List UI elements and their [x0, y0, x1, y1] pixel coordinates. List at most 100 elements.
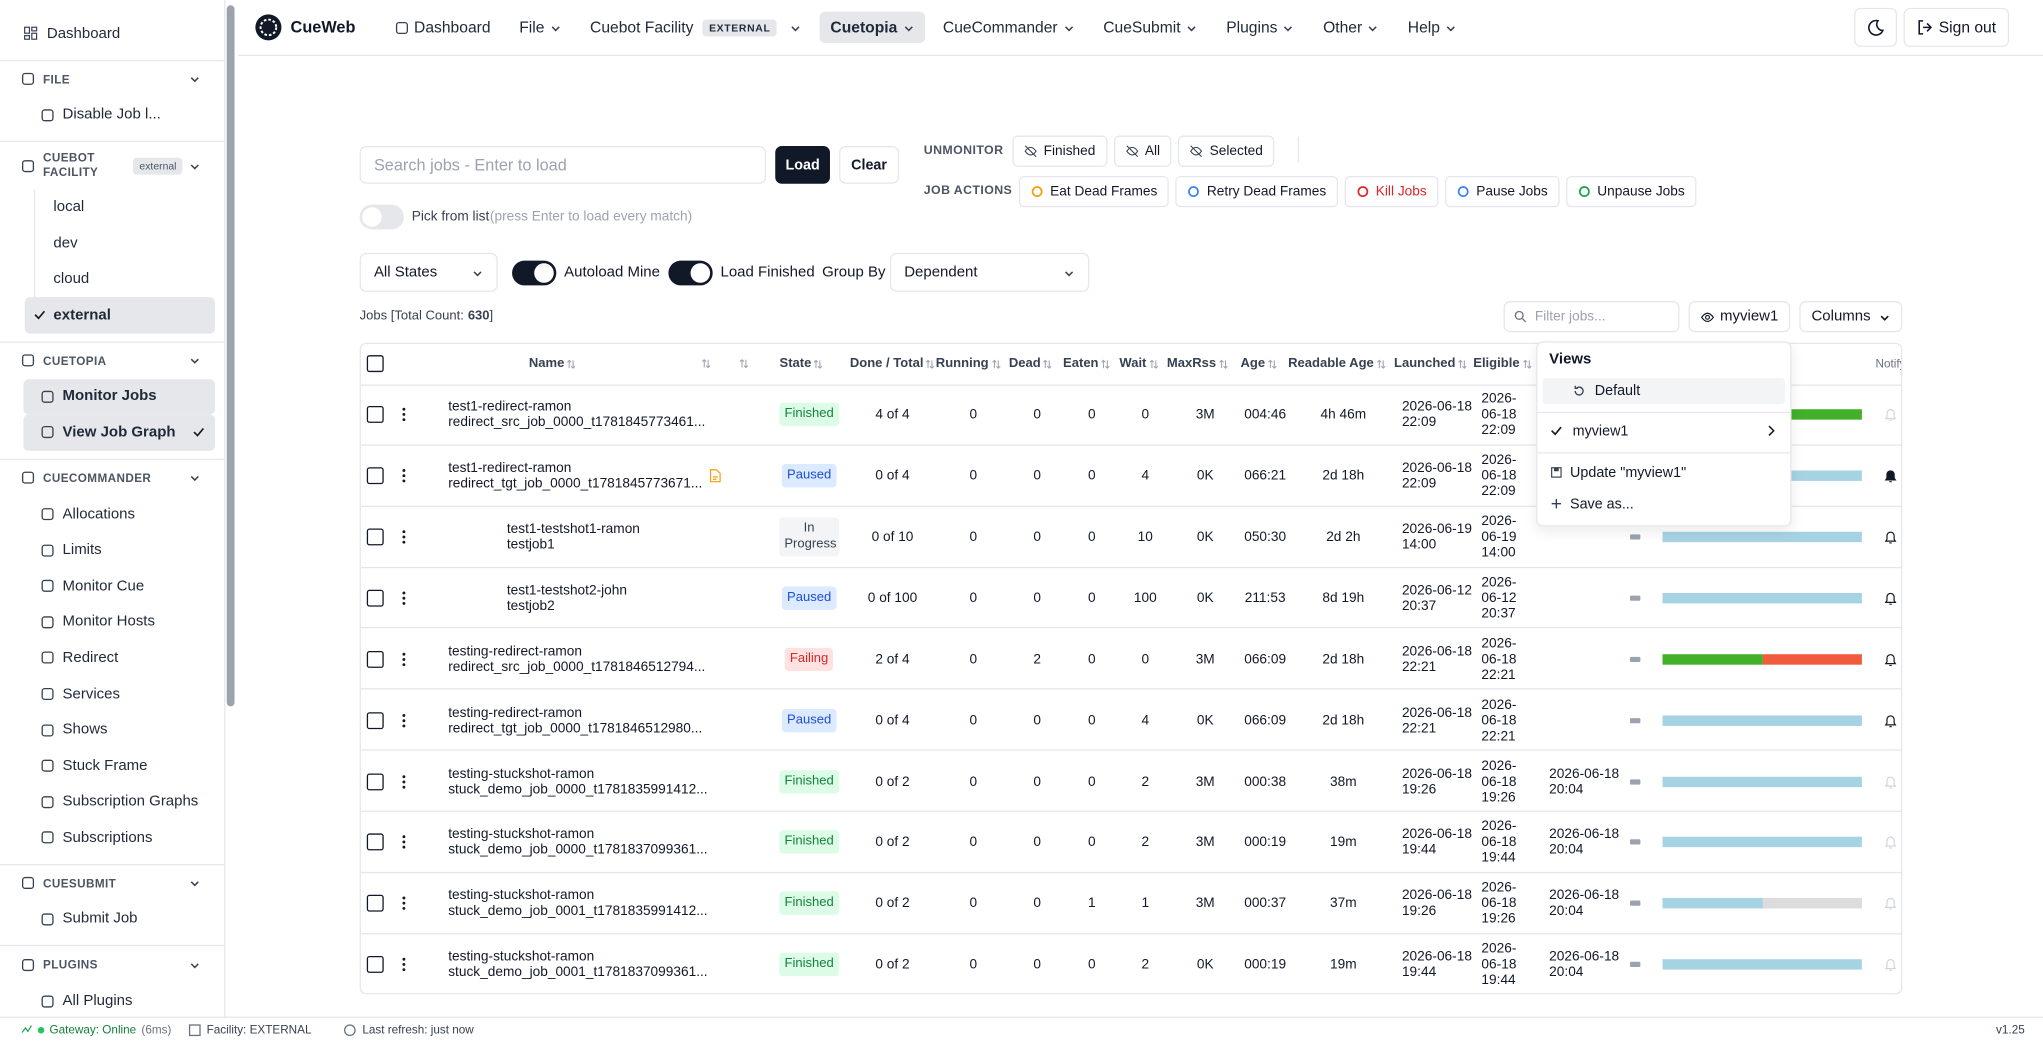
column-header[interactable]: MaxRss	[1167, 356, 1228, 371]
notify-bell[interactable]	[1883, 835, 1897, 849]
state-select[interactable]: All States	[359, 252, 498, 292]
notify-bell[interactable]	[1883, 591, 1897, 605]
nav-item[interactable]: CueCommander	[932, 12, 1085, 43]
filter-input[interactable]: Filter jobs...	[1503, 301, 1680, 333]
sidebar-item[interactable]: Monitor Jobs	[23, 378, 215, 415]
checkbox[interactable]	[366, 711, 384, 729]
job-action-button[interactable]: Retry Dead Frames	[1175, 175, 1338, 208]
job-name[interactable]: testing-redirect-ramon redirect_tgt_job_0…	[448, 705, 702, 736]
menu-item-current[interactable]: myview1	[1572, 423, 1629, 440]
column-header[interactable]: Notify	[1876, 357, 1901, 370]
pick-toggle[interactable]	[359, 204, 404, 230]
row-menu[interactable]	[402, 408, 406, 422]
column-header[interactable]: Eaten	[1063, 356, 1110, 371]
sidebar-section-header[interactable]: CUEBOT FACILITY external	[0, 140, 225, 189]
nav-item[interactable]: Dashboard	[384, 12, 501, 43]
sidebar-item[interactable]: Subscription Graphs	[23, 784, 215, 820]
checkbox[interactable]	[366, 772, 384, 790]
column-header[interactable]: Name	[529, 356, 576, 371]
unmonitor-button[interactable]: Finished	[1012, 135, 1108, 167]
sidebar-item[interactable]: cloud	[25, 261, 215, 297]
sidebar-item[interactable]: View Job Graph	[23, 414, 215, 451]
sidebar-section-header[interactable]: CUESUBMIT	[0, 863, 225, 902]
sidebar-item[interactable]: Services	[23, 676, 215, 712]
notify-bell[interactable]	[1883, 957, 1897, 972]
menu-item-default[interactable]: Default	[1542, 377, 1786, 405]
columns-button[interactable]: Columns	[1799, 301, 1903, 333]
row-menu[interactable]	[402, 652, 406, 666]
checkbox[interactable]	[366, 406, 384, 424]
sidebar-item[interactable]: Submit Job	[23, 901, 215, 937]
nav-item[interactable]: Other	[1313, 12, 1390, 43]
row-menu[interactable]	[402, 469, 406, 483]
notify-bell[interactable]	[1883, 713, 1897, 727]
sidebar-item[interactable]: Subscriptions	[23, 820, 215, 856]
menu-item-update[interactable]: Update "myview1"	[1570, 465, 1687, 481]
notify-bell[interactable]	[1883, 408, 1897, 422]
notify-bell[interactable]	[1883, 469, 1897, 483]
search-input[interactable]: Search jobs - Enter to load	[359, 145, 767, 184]
notify-bell[interactable]	[1883, 774, 1897, 788]
load-button[interactable]: Load	[775, 145, 830, 184]
sign-out-button[interactable]: Sign out	[1903, 7, 2010, 47]
menu-item-save-as[interactable]: Save as...	[1570, 496, 1634, 513]
column-header[interactable]: Wait	[1119, 356, 1158, 371]
sidebar-section-header[interactable]: CUETOPIA	[0, 340, 225, 379]
job-name[interactable]: testing-stuckshot-ramon stuck_demo_job_00…	[448, 766, 707, 797]
sidebar-item[interactable]: external	[24, 297, 215, 334]
row-menu[interactable]	[402, 835, 406, 850]
sidebar-item[interactable]: dev	[25, 225, 215, 261]
sidebar-item[interactable]: Stuck Frame	[23, 748, 215, 784]
unmonitor-button[interactable]: Selected	[1178, 135, 1275, 167]
checkbox[interactable]	[366, 467, 384, 485]
job-name[interactable]: test1-testshot1-ramon testjob1	[507, 521, 640, 552]
row-menu[interactable]	[402, 957, 406, 972]
sidebar-section-header[interactable]: FILE	[0, 59, 225, 97]
brand[interactable]: CueWeb	[290, 18, 356, 37]
checkbox[interactable]	[366, 956, 384, 973]
row-menu[interactable]	[402, 713, 406, 727]
sidebar-section-header[interactable]: PLUGINS	[0, 945, 225, 983]
checkbox[interactable]	[366, 894, 384, 912]
column-header[interactable]: Readable Age	[1288, 356, 1386, 371]
job-name[interactable]: test1-testshot2-john testjob2	[507, 583, 627, 614]
sidebar-item[interactable]: Redirect	[23, 640, 215, 676]
nav-item[interactable]: Help	[1397, 12, 1467, 43]
notify-bell[interactable]	[1883, 652, 1897, 666]
checkbox[interactable]	[366, 833, 384, 851]
checkbox[interactable]	[366, 355, 384, 373]
job-action-button[interactable]: Eat Dead Frames	[1018, 175, 1170, 208]
column-header[interactable]: Dead	[1009, 356, 1053, 371]
column-header[interactable]: Launched	[1394, 356, 1467, 371]
view-button[interactable]: myview1	[1688, 301, 1791, 333]
row-menu[interactable]	[402, 774, 406, 788]
notify-bell[interactable]	[1883, 530, 1897, 544]
sidebar-item[interactable]: All Plugins	[23, 983, 215, 1017]
job-name[interactable]: testing-stuckshot-ramon stuck_demo_job_00…	[448, 888, 707, 919]
column-header[interactable]: Done / Total	[850, 356, 935, 371]
column-header[interactable]: Eligible	[1473, 356, 1532, 371]
clear-button[interactable]: Clear	[839, 145, 900, 184]
nav-item[interactable]: CueSubmit	[1093, 12, 1208, 43]
job-action-button[interactable]: Pause Jobs	[1444, 175, 1560, 208]
sidebar-item[interactable]: Allocations	[23, 496, 215, 532]
column-header[interactable]: Age	[1240, 356, 1277, 371]
job-name[interactable]: test1-redirect-ramon redirect_tgt_job_000…	[448, 460, 702, 491]
sidebar-item[interactable]: Disable Job l...	[23, 97, 215, 133]
row-menu[interactable]	[402, 530, 406, 544]
nav-item[interactable]: Cuebot Facility EXTERNAL	[580, 12, 813, 43]
job-action-button[interactable]: Unpause Jobs	[1565, 175, 1697, 208]
nav-item[interactable]: Plugins	[1216, 12, 1305, 43]
sidebar-item[interactable]: Limits	[23, 532, 215, 568]
row-menu[interactable]	[402, 896, 406, 911]
sidebar-item[interactable]: Monitor Cue	[23, 568, 215, 604]
theme-toggle[interactable]	[1854, 7, 1898, 47]
group-by-select[interactable]: Dependent	[889, 252, 1090, 292]
job-name[interactable]: testing-stuckshot-ramon stuck_demo_job_00…	[448, 949, 707, 980]
sidebar-item[interactable]: Shows	[23, 712, 215, 748]
job-name[interactable]: testing-redirect-ramon redirect_src_job_0…	[448, 644, 705, 675]
sidebar-dashboard[interactable]: Dashboard	[7, 16, 215, 52]
sidebar-item[interactable]: local	[25, 189, 215, 225]
job-name[interactable]: test1-redirect-ramon redirect_src_job_000…	[448, 399, 705, 430]
column-header[interactable]: Running	[936, 356, 1001, 371]
